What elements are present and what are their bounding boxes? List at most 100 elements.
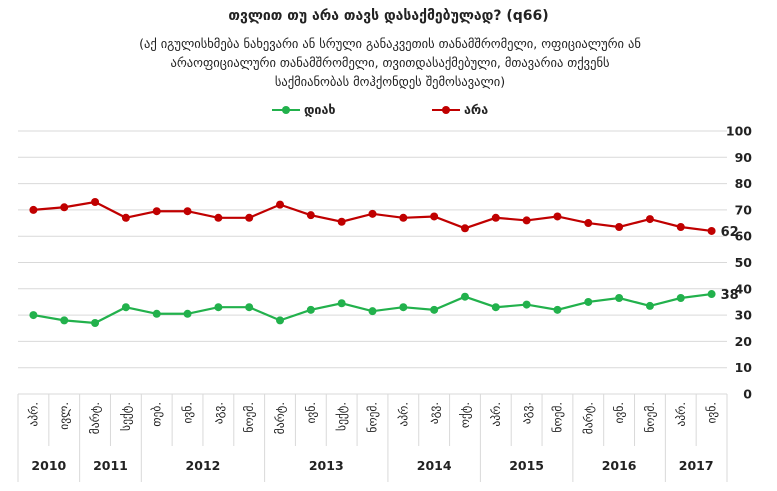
- y-tick-label-80: 80: [735, 176, 753, 191]
- x-tick-label: ნოემ.: [643, 402, 657, 433]
- data-point: [214, 213, 223, 222]
- data-point: [152, 207, 161, 216]
- x-tick-label: აგვ.: [520, 402, 534, 424]
- data-point: [214, 303, 223, 312]
- y-tick-label-40: 40: [735, 281, 753, 296]
- data-point: [460, 224, 469, 233]
- x-tick-label: აპრ.: [26, 402, 40, 427]
- x-tick-label: აპრ.: [489, 402, 503, 427]
- y-tick-label-30: 30: [735, 308, 753, 323]
- data-point: [645, 301, 654, 310]
- year-label-2013: 2013: [309, 458, 344, 473]
- legend-line-yes: [272, 105, 300, 114]
- data-point: [645, 215, 654, 224]
- data-point: [707, 290, 716, 299]
- x-tick-label: მარტ.: [581, 402, 595, 434]
- x-tick-label: ოქტ.: [458, 402, 472, 428]
- data-point: [60, 316, 69, 325]
- data-point: [368, 209, 377, 218]
- x-tick-label: თებ.: [150, 402, 164, 427]
- data-point: [245, 303, 254, 312]
- y-tick-label-10: 10: [735, 360, 753, 375]
- data-point: [615, 294, 624, 303]
- x-tick-label: ივნ.: [612, 402, 626, 424]
- data-point: [615, 222, 624, 231]
- y-tick-label-90: 90: [735, 150, 753, 165]
- data-point: [60, 203, 69, 212]
- data-point: [430, 212, 439, 221]
- data-point: [491, 303, 500, 312]
- data-point: [91, 198, 100, 207]
- data-point: [553, 212, 562, 221]
- y-tick-label-70: 70: [735, 202, 753, 217]
- data-point: [121, 303, 130, 312]
- x-tick-label: სექტ.: [119, 402, 133, 431]
- data-point: [152, 309, 161, 318]
- data-point: [337, 299, 346, 308]
- y-tick-label-60: 60: [735, 229, 753, 244]
- data-point: [91, 318, 100, 327]
- legend-item-no: არა: [432, 102, 488, 117]
- data-point: [584, 297, 593, 306]
- x-tick-label: აპრ.: [396, 402, 410, 427]
- data-point: [306, 305, 315, 314]
- data-point: [707, 226, 716, 235]
- year-label-2015: 2015: [509, 458, 544, 473]
- x-tick-label: ივნ.: [181, 402, 195, 424]
- x-tick-label: აგვ.: [427, 402, 441, 424]
- y-tick-label-50: 50: [735, 255, 753, 270]
- x-tick-label: სექტ.: [335, 402, 349, 431]
- data-point: [29, 205, 38, 214]
- year-label-2011: 2011: [93, 458, 128, 473]
- legend-line-no: [432, 105, 460, 114]
- y-tick-label-20: 20: [735, 334, 753, 349]
- data-point: [183, 309, 192, 318]
- y-tick-label-0: 0: [743, 387, 752, 402]
- year-label-2016: 2016: [602, 458, 637, 473]
- year-label-2010: 2010: [31, 458, 66, 473]
- y-tick-label-100: 100: [726, 124, 752, 139]
- data-point: [306, 211, 315, 220]
- data-point: [245, 213, 254, 222]
- legend-label-no: არა: [464, 102, 489, 117]
- data-point: [553, 305, 562, 314]
- data-point: [522, 300, 531, 309]
- x-tick-label: ივლ.: [57, 402, 71, 430]
- end-data-label-0: 38: [721, 288, 739, 303]
- data-point: [430, 305, 439, 314]
- subtitle-line-1: (აქ იგულისხმება ნახევარი ან სრული განაკვ…: [139, 36, 641, 51]
- x-tick-label: ნოემ.: [366, 402, 380, 433]
- data-point: [399, 213, 408, 222]
- data-point: [29, 311, 38, 320]
- data-point: [337, 217, 346, 226]
- year-label-2017: 2017: [679, 458, 714, 473]
- x-tick-label: ნოემ.: [242, 402, 256, 433]
- x-tick-label: აგვ.: [211, 402, 225, 424]
- data-point: [676, 294, 685, 303]
- x-tick-label: მარტ.: [88, 402, 102, 434]
- x-tick-label: ივნ.: [705, 402, 719, 424]
- data-point: [399, 303, 408, 312]
- year-label-2012: 2012: [186, 458, 221, 473]
- data-point: [676, 222, 685, 231]
- x-tick-label: აპრ.: [674, 402, 688, 427]
- data-point: [460, 292, 469, 301]
- subtitle-line-3: საქმიანობას მოჰქონდეს შემოსავალი): [274, 74, 506, 89]
- data-point: [276, 316, 285, 325]
- chart-legend: დიახ არა: [0, 102, 777, 122]
- data-point: [183, 207, 192, 216]
- legend-item-yes: დიახ: [272, 102, 336, 117]
- data-point: [584, 219, 593, 228]
- data-point: [522, 216, 531, 225]
- data-point: [276, 200, 285, 209]
- legend-label-yes: დიახ: [304, 102, 336, 117]
- x-tick-label: მარტ.: [273, 402, 287, 434]
- data-point: [491, 213, 500, 222]
- year-label-2014: 2014: [417, 458, 452, 473]
- x-tick-label: ივნ.: [304, 402, 318, 424]
- x-tick-label: ნოემ.: [550, 402, 564, 433]
- chart-title: თვლით თუ არა თავს დასაქმებულად? (q66): [228, 8, 549, 24]
- data-point: [368, 307, 377, 316]
- data-point: [121, 213, 130, 222]
